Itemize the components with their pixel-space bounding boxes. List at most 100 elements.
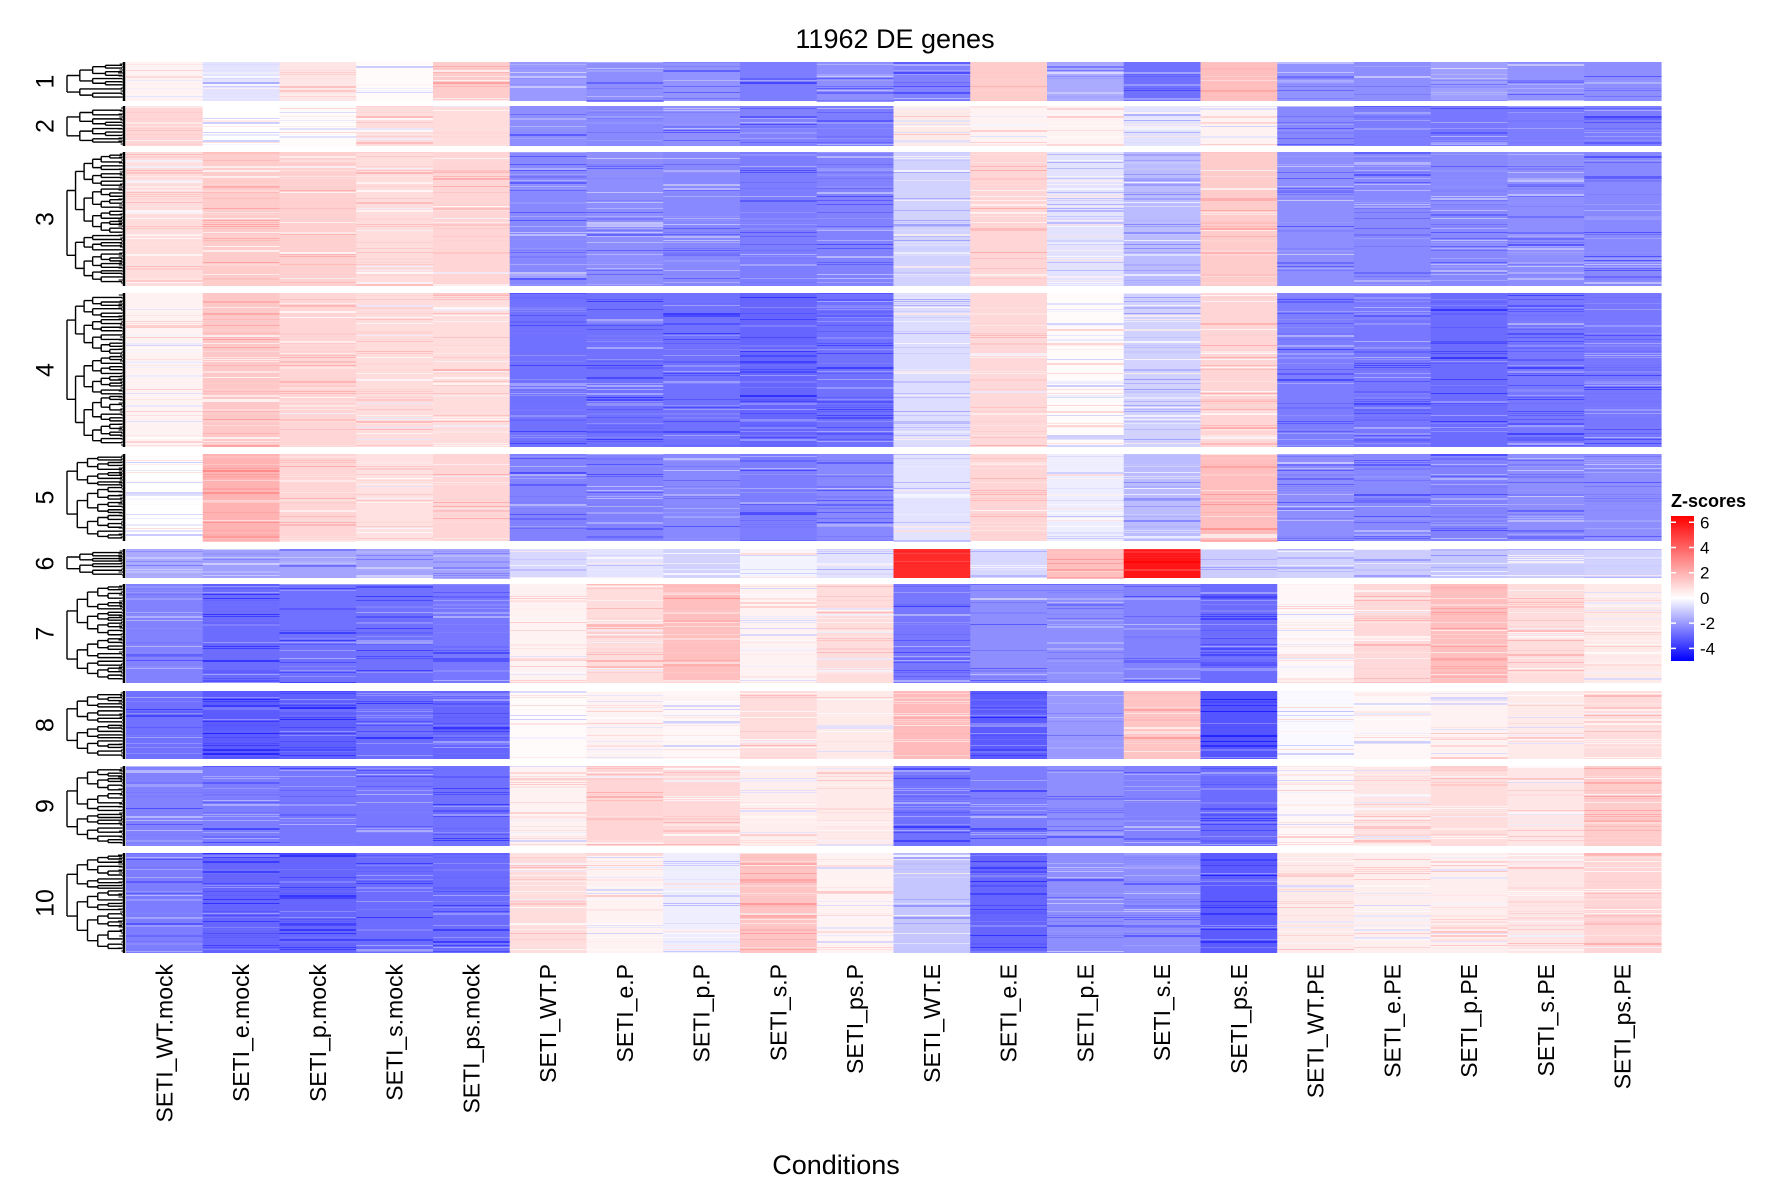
heatmap-cell-c7-SETI_WT.PE (1277, 584, 1355, 683)
heatmap-cell-c5-SETI_e.PE (1354, 454, 1432, 541)
gene-stripes (126, 551, 204, 573)
gene-stripes (893, 853, 971, 952)
condition-label: SETI_p.PE (1456, 964, 1482, 1078)
heatmap-cell-c1-SETI_ps.E (1200, 62, 1278, 101)
heatmap-cell-c5-SETI_s.mock (356, 454, 434, 541)
heatmap-cell-c5-SETI_ps.mock (433, 454, 511, 541)
gene-stripes (1430, 586, 1509, 679)
gene-stripes (1277, 691, 1355, 755)
legend-ticks: 6 4 2 0 -2 -4 (1671, 513, 1715, 658)
condition-label: SETI_e.PE (1379, 964, 1405, 1078)
gene-stripes (740, 770, 818, 846)
heatmap-cell-c1-SETI_p.PE (1430, 62, 1509, 101)
gene-stripes (970, 766, 1048, 845)
condition-label: SETI_WT.E (919, 964, 945, 1083)
dendrogram-cluster-8 (66, 691, 126, 759)
dendrogram-cluster-2 (66, 106, 126, 146)
gene-stripes (433, 158, 511, 286)
gene-stripes (1507, 549, 1585, 576)
condition-label: SETI_p.mock (305, 964, 331, 1103)
gene-stripes (202, 549, 281, 576)
gene-stripes (356, 855, 434, 952)
gene-stripes (509, 293, 588, 444)
gene-stripes (1354, 590, 1432, 683)
gene-stripes (1200, 62, 1278, 97)
cluster-labels: 1 2 3 4 5 6 7 8 9 10 (32, 75, 60, 917)
legend-tick-label: 0 (1700, 589, 1709, 608)
heatmap-cell-c8-SETI_e.PE (1354, 691, 1432, 759)
gene-stripes (1047, 108, 1125, 146)
heatmap-cell-c6-SETI_WT.mock (126, 549, 204, 578)
gene-stripes (740, 586, 818, 683)
gene-stripes (663, 303, 741, 446)
heatmap-cell-c1-SETI_e.E (970, 62, 1048, 101)
gene-stripes (1123, 693, 1202, 752)
gene-stripes (279, 691, 357, 756)
cluster-label-4: 4 (32, 363, 60, 377)
gene-stripes (356, 551, 434, 578)
heatmap-cell-c1-SETI_p.E (1047, 62, 1125, 101)
gene-stripes (433, 768, 511, 841)
gene-stripes (1430, 549, 1509, 576)
gene-stripes (126, 64, 204, 99)
gene-stripes (1430, 68, 1509, 101)
condition-label: SETI_e.E (996, 964, 1022, 1062)
gene-stripes (433, 293, 511, 446)
heatmap-cell-c9-SETI_WT.mock (126, 766, 204, 846)
gene-stripes (202, 853, 281, 953)
gene-stripes (1507, 154, 1585, 280)
heatmap-cell-c2-SETI_WT.PE (1277, 106, 1355, 146)
heatmap-cell-c8-SETI_s.PE (1507, 691, 1585, 759)
gene-stripes (433, 64, 511, 101)
gene-stripes (816, 152, 895, 283)
heatmap-cell-c5-SETI_e.mock (202, 454, 281, 541)
gene-stripes (1430, 154, 1509, 281)
heatmap-cell-c5-SETI_p.E (1047, 454, 1125, 541)
gene-stripes (356, 584, 434, 673)
gene-stripes (433, 853, 511, 952)
gene-stripes (1277, 454, 1355, 541)
heatmap-cell-c9-SETI_s.mock (356, 766, 434, 846)
gene-stripes (126, 152, 204, 283)
gene-stripes (202, 584, 281, 683)
gene-stripes (970, 106, 1048, 146)
gene-stripes (1507, 62, 1585, 101)
gene-stripes (1047, 301, 1125, 447)
legend-colorbar (1671, 516, 1694, 661)
gene-stripes (126, 766, 204, 846)
legend-tick-label: 4 (1700, 539, 1709, 558)
gene-stripes (1354, 766, 1432, 846)
gene-stripes (202, 766, 281, 843)
gene-stripes (509, 456, 588, 529)
gene-stripes (1354, 460, 1432, 539)
gene-stripes (1430, 855, 1509, 950)
gene-stripes (1277, 766, 1355, 845)
gene-stripes (1354, 859, 1432, 948)
heatmap-cell-c4-SETI_e.P (586, 293, 664, 447)
gene-stripes (970, 154, 1048, 279)
heatmap-cell-c1-SETI_s.mock (356, 62, 434, 101)
gene-stripes (970, 551, 1048, 577)
z-score-legend: Z-scores 6 4 2 0 -2 -4 (1671, 491, 1746, 661)
cluster-label-3: 3 (32, 212, 60, 226)
dendrogram-cluster-7 (66, 584, 126, 683)
cluster-label-9: 9 (32, 799, 60, 813)
gene-stripes (893, 293, 971, 447)
heatmap-cell-c7-SETI_e.E (970, 584, 1048, 683)
condition-label: SETI_WT.PE (1303, 964, 1329, 1098)
chart-title: 11962 DE genes (795, 24, 994, 54)
gene-stripes (1584, 154, 1662, 284)
condition-label: SETI_WT.mock (151, 964, 177, 1123)
gene-stripes (509, 549, 588, 578)
gene-stripes (1123, 454, 1202, 539)
gene-stripes (1123, 549, 1202, 571)
gene-stripes (893, 586, 971, 682)
gene-stripes (509, 114, 588, 139)
gene-stripes (893, 454, 971, 542)
gene-stripes (279, 584, 357, 683)
heatmap-cell-c4-SETI_p.mock (279, 293, 357, 447)
heatmap-cell-c4-SETI_WT.mock (126, 293, 204, 447)
gene-stripes (816, 697, 895, 755)
gene-stripes (1123, 106, 1202, 143)
gene-stripes (663, 553, 741, 575)
